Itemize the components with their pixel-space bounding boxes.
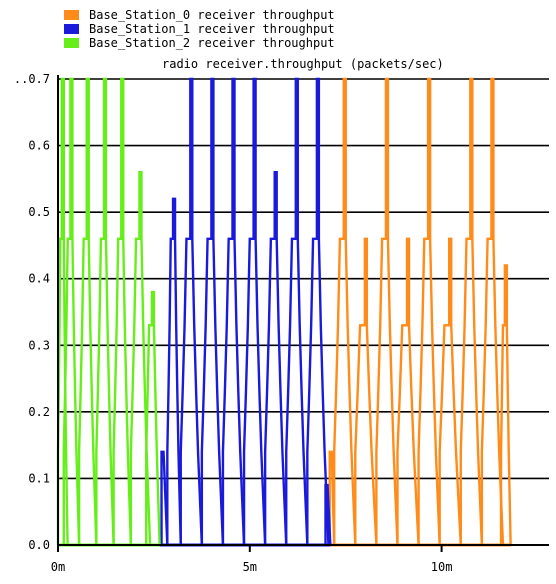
series-layer <box>56 77 512 547</box>
y-tick-label: 0.2 <box>28 405 50 419</box>
series-0 <box>327 77 512 547</box>
series-1-burst-5 <box>242 77 267 546</box>
series-2-burst-1 <box>62 77 81 546</box>
series-2-burst-4 <box>112 77 133 546</box>
series-0-burst-9 <box>499 264 512 546</box>
series-1-burst-6 <box>263 171 288 546</box>
series-2-burst-3 <box>95 77 115 546</box>
x-tick-label: 0m <box>51 560 65 574</box>
series-1-burst-7 <box>285 77 309 546</box>
y-tick-label: 0.3 <box>28 338 50 352</box>
legend-swatch <box>64 24 79 34</box>
y-tick-label: 0.1 <box>28 471 50 485</box>
y-tick-label: 0.6 <box>28 139 50 153</box>
legend-label: Base_Station_0 receiver throughput <box>89 8 335 22</box>
series-1-burst-4 <box>221 77 246 546</box>
series-0-burst-2 <box>354 237 378 546</box>
y-tick-label: ..0.7 <box>14 72 50 86</box>
series-0-burst-6 <box>438 237 462 546</box>
legend-label: Base_Station_1 receiver throughput <box>89 22 335 36</box>
series-2-burst-2 <box>77 77 98 546</box>
series-0-burst-4 <box>396 237 420 546</box>
series-1-burst-8 <box>306 77 330 546</box>
series-2 <box>56 77 161 547</box>
legend-label: Base_Station_2 receiver throughput <box>89 36 335 50</box>
x-tick-label: 10m <box>431 560 453 574</box>
x-tick-label: 5m <box>243 560 257 574</box>
series-1-burst-2 <box>179 77 204 546</box>
series-2-burst-6 <box>145 290 161 546</box>
series-0-burst-7 <box>459 77 484 546</box>
legend: Base_Station_0 receiver throughputBase_S… <box>64 8 335 50</box>
y-tick-label: 0.4 <box>28 272 50 286</box>
axis-layer: 0.0 0.1 0.2 0.3 0.4 0.5 0.6 ..0.7 0m 5m 10m <box>14 72 549 574</box>
series-0-burst-5 <box>417 77 441 546</box>
series-0-burst-8 <box>480 77 505 546</box>
series-0-burst-3 <box>375 77 399 546</box>
series-1 <box>157 77 332 547</box>
y-tick-label: 0.5 <box>28 205 50 219</box>
legend-swatch <box>64 10 79 20</box>
series-1-burst-1 <box>166 197 182 546</box>
series-0-burst-1 <box>332 77 357 546</box>
legend-swatch <box>64 38 79 48</box>
chart-title: radio receiver.throughput (packets/sec) <box>162 57 444 71</box>
y-tick-label: 0.0 <box>28 538 50 552</box>
series-2-burst-5 <box>129 171 152 546</box>
series-1-burst-3 <box>200 77 225 546</box>
